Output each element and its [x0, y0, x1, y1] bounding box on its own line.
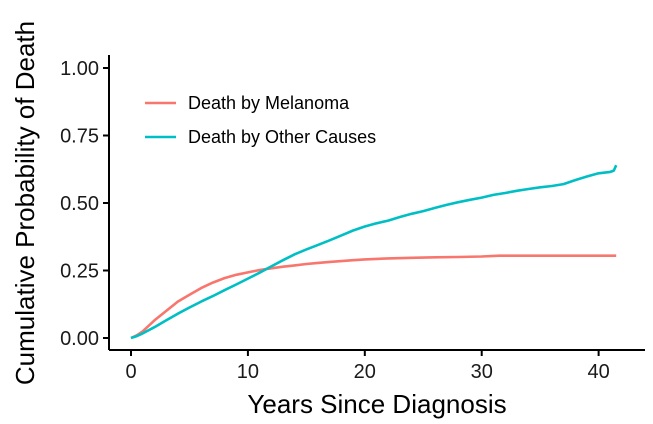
- y-axis-ticks: 0.00 0.25 0.50 0.75 1.00: [60, 58, 109, 350]
- series-line-melanoma: [130, 254, 617, 340]
- series-layer: [130, 164, 618, 340]
- x-tick-label: 10: [237, 361, 259, 383]
- legend-label: Death by Melanoma: [188, 93, 350, 113]
- x-axis-title: Years Since Diagnosis: [247, 389, 506, 419]
- series-line-other-causes: [130, 164, 618, 340]
- axes-layer: 0.00 0.25 0.50 0.75 1.00 0 10 20 30 40: [60, 55, 645, 383]
- y-tick-label: 0.25: [60, 261, 99, 283]
- x-tick-label: 40: [587, 361, 609, 383]
- x-tick-label: 20: [354, 361, 376, 383]
- y-tick-label: 0.00: [60, 328, 99, 350]
- x-tick-label: 30: [471, 361, 493, 383]
- y-axis-title: Cumulative Probability of Death: [10, 21, 40, 385]
- x-axis-ticks: 0 10 20 30 40: [125, 350, 610, 383]
- y-tick-label: 0.50: [60, 193, 99, 215]
- y-tick-label: 0.75: [60, 126, 99, 148]
- legend: Death by Melanoma Death by Other Causes: [145, 93, 376, 147]
- legend-label: Death by Other Causes: [188, 127, 376, 147]
- x-tick-label: 0: [125, 361, 136, 383]
- y-tick-label: 1.00: [60, 58, 99, 80]
